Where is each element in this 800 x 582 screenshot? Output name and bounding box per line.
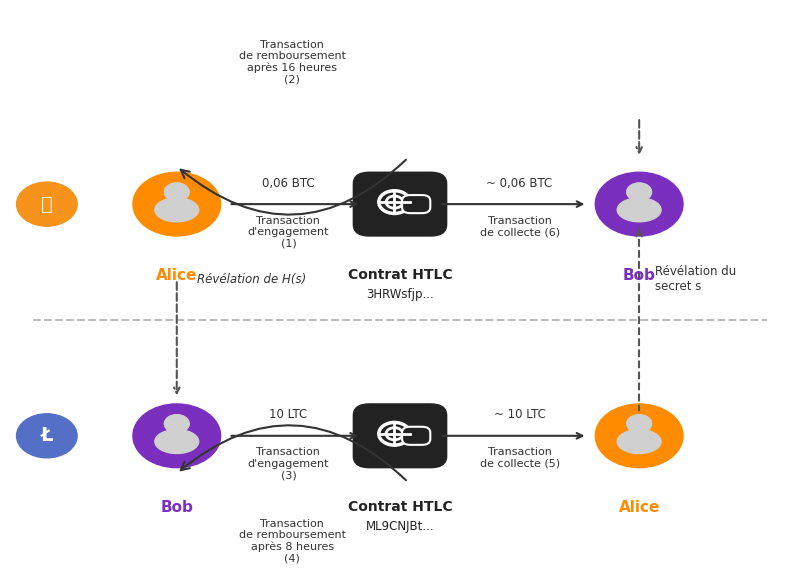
FancyBboxPatch shape [354,404,446,468]
FancyArrowPatch shape [181,159,406,215]
Text: Transaction
de remboursement
après 16 heures
(2): Transaction de remboursement après 16 he… [239,40,346,85]
Circle shape [133,404,221,468]
Circle shape [165,415,189,432]
Text: Transaction
de collecte (6): Transaction de collecte (6) [479,216,560,237]
Ellipse shape [618,198,661,222]
Text: 10 LTC: 10 LTC [270,409,307,421]
Text: Contrat HTLC: Contrat HTLC [348,499,452,513]
Text: ₿: ₿ [41,194,53,214]
Text: Transaction
d'engagement
(3): Transaction d'engagement (3) [248,448,329,481]
Circle shape [17,182,77,226]
Text: ~ 10 LTC: ~ 10 LTC [494,409,546,421]
Text: Révélation du
secret s: Révélation du secret s [655,265,736,293]
Text: ML9CNJBt...: ML9CNJBt... [366,520,434,533]
Circle shape [627,183,651,201]
Circle shape [595,404,683,468]
Circle shape [165,183,189,201]
FancyBboxPatch shape [354,172,446,236]
FancyBboxPatch shape [402,427,430,445]
Text: Transaction
de collecte (5): Transaction de collecte (5) [479,448,560,469]
Circle shape [133,172,221,236]
Text: Bob: Bob [160,499,194,514]
Text: Alice: Alice [618,499,660,514]
Circle shape [627,415,651,432]
Text: Ł: Ł [41,426,53,445]
Text: Bob: Bob [622,268,656,283]
Text: Transaction
d'engagement
(1): Transaction d'engagement (1) [248,216,329,249]
Circle shape [595,172,683,236]
Text: Transaction
de remboursement
après 8 heures
(4): Transaction de remboursement après 8 heu… [239,519,346,564]
Text: Alice: Alice [156,268,198,283]
FancyBboxPatch shape [402,195,430,213]
Text: Révélation de H(s): Révélation de H(s) [197,273,306,286]
Circle shape [627,183,651,201]
Text: 0,06 BTC: 0,06 BTC [262,176,314,190]
FancyArrowPatch shape [181,425,406,480]
Ellipse shape [155,198,198,222]
Circle shape [627,415,651,432]
Text: ~ 0,06 BTC: ~ 0,06 BTC [486,176,553,190]
Circle shape [17,414,77,458]
Text: Contrat HTLC: Contrat HTLC [348,268,452,282]
Circle shape [165,183,189,201]
Ellipse shape [155,430,198,453]
Text: 3HRWsfjp...: 3HRWsfjp... [366,288,434,301]
Ellipse shape [618,430,661,453]
Circle shape [165,415,189,432]
